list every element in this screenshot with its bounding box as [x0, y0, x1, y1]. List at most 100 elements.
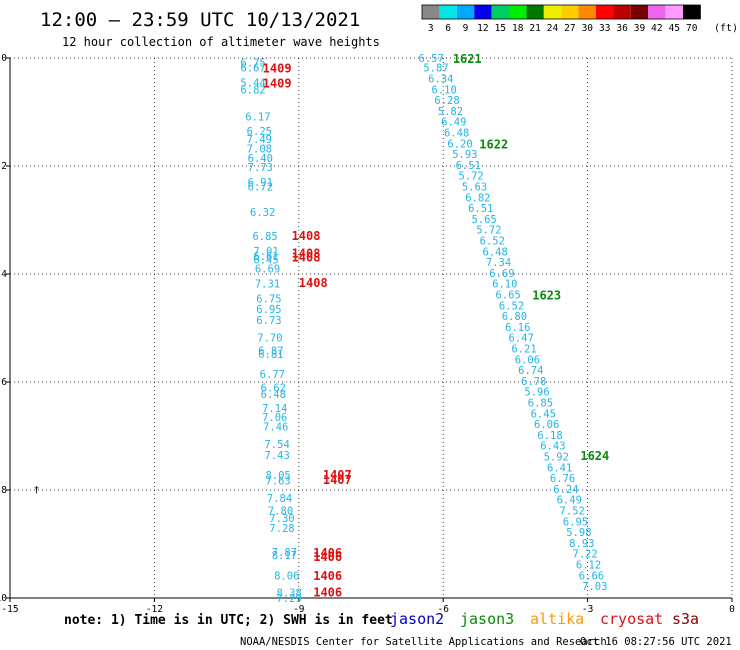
swh-value-label: 6.10	[432, 84, 457, 96]
x-tick-label: -6	[437, 604, 449, 615]
colorbar-label: 15	[495, 23, 506, 34]
swh-value-label: 6.75	[240, 57, 265, 69]
colorbar-swatch	[561, 5, 579, 19]
x-tick-label: -9	[293, 604, 305, 615]
swh-value-label: 7.63	[265, 475, 290, 487]
swh-value-label: 6.57	[419, 53, 444, 65]
swh-value-label: 6.06	[515, 354, 540, 366]
colorbar-label: 9	[463, 23, 469, 34]
swh-value-label: 5.93	[452, 149, 477, 161]
swh-value-label: 6.41	[547, 462, 572, 474]
swh-value-label: 7.28	[269, 523, 294, 535]
swh-value-label: 6.06	[534, 419, 559, 431]
colorbar-swatch	[526, 5, 544, 19]
swh-value-label: 6.51	[456, 160, 481, 172]
legend-item-s3a: s3a	[672, 610, 699, 628]
swh-value-label: 6.65	[496, 290, 521, 302]
pass-number-label: 1621	[453, 52, 482, 66]
colorbar-swatch	[683, 5, 701, 19]
colorbar-label: 3	[428, 23, 434, 34]
swh-value-label: 6.85	[252, 231, 277, 243]
colorbar-swatch	[491, 5, 509, 19]
swh-value-label: 6.20	[447, 138, 472, 150]
swh-value-label: 6.75	[256, 293, 281, 305]
swh-points: 6.756.675.446.826.176.257.497.086.407.73…	[240, 53, 607, 605]
swh-value-label: 5.87	[423, 63, 448, 75]
swh-value-label: 7.84	[267, 493, 292, 505]
swh-value-label: 7.54	[264, 439, 289, 451]
swh-value-label: 8.38	[277, 588, 302, 600]
x-tick-label: -3	[582, 604, 593, 615]
swh-value-label: 6.85	[528, 398, 553, 410]
footer-note: note: 1) Time is in UTC; 2) SWH is in fe…	[64, 613, 393, 628]
pass-number-label: 1408	[299, 276, 328, 290]
chart-title: 12:00 – 23:59 UTC 10/13/2021	[40, 9, 360, 31]
legend-item-cryosat: cryosat	[600, 610, 663, 628]
swh-value-label: 6.95	[563, 516, 588, 528]
colorbar-swatch	[474, 5, 492, 19]
grid-lines	[10, 57, 733, 598]
x-axis-ticks: -15 -12 -9 -6 -3 0	[1, 598, 735, 615]
swh-value-label: 5.65	[471, 214, 496, 226]
swh-value-label: 6.18	[537, 430, 562, 442]
pass-number-label: 1408	[292, 229, 321, 243]
swh-value-label: 6.21	[511, 344, 536, 356]
swh-value-label: 7.87	[272, 547, 297, 559]
swh-value-label: 6.76	[550, 473, 575, 485]
swh-value-label: 7.49	[247, 134, 272, 146]
swh-value-label: 6.72	[248, 182, 273, 194]
pass-number-label: 1624	[580, 449, 609, 463]
swh-value-label: 7.01	[253, 246, 278, 258]
pass-number-label: 1406	[313, 569, 342, 583]
swh-value-label: 6.61	[253, 251, 278, 263]
colorbar-swatch	[630, 5, 649, 19]
swh-value-label: 6.16	[505, 322, 530, 334]
swh-value-label: 7.08	[247, 144, 272, 156]
y-axis-ticks: 0 -2 -4 -6 -8 -10	[0, 53, 10, 604]
swh-value-label: 6.28	[434, 95, 459, 107]
swh-value-label: 7.06	[262, 412, 287, 424]
colorbar-label: 24	[547, 23, 559, 34]
colorbar-label: 45	[669, 23, 680, 34]
pass-number-label: 1409	[263, 76, 292, 90]
swh-value-label: 6.12	[576, 560, 601, 572]
colorbar-label: 70	[686, 23, 698, 34]
swh-value-label: 6.45	[253, 254, 278, 266]
swh-value-label: 5.82	[438, 106, 463, 118]
swh-value-label: 6.81	[258, 349, 283, 361]
colorbar-unit: (ft)	[714, 23, 738, 34]
swh-value-label: 6.73	[256, 315, 281, 327]
swh-value-label: 5.92	[544, 452, 569, 464]
swh-value-label: 6.95	[256, 304, 281, 316]
swh-value-label: 7.73	[248, 162, 273, 174]
y-tick-label: -8	[0, 485, 7, 496]
chart-subtitle: 12 hour collection of altimeter wave hei…	[62, 35, 380, 49]
colorbar-swatch	[456, 5, 475, 19]
swh-value-label: 6.25	[247, 126, 272, 138]
annotation-mark: †	[34, 485, 39, 496]
swh-value-label: 6.91	[248, 177, 273, 189]
pass-number-label: 1409	[263, 62, 292, 76]
colorbar-label: 21	[529, 23, 541, 34]
swh-value-label: 6.82	[240, 84, 265, 96]
y-tick-label: -10	[0, 593, 7, 604]
swh-value-label: 5.63	[462, 182, 487, 194]
pass-number-label: 1622	[479, 137, 508, 151]
swh-value-label: 6.52	[480, 236, 505, 248]
colorbar-label: 42	[651, 23, 662, 34]
pass-number-label: 1406	[313, 550, 342, 564]
swh-value-label: 7.52	[560, 506, 585, 518]
colorbar-swatch	[613, 5, 631, 19]
colorbar: 3 6 9 12 15 18 21 24 27 30 33 36 39 42 45 70	[421, 4, 701, 34]
swh-value-label: 7.14	[262, 403, 287, 415]
swh-value-label: 7.31	[255, 279, 280, 291]
swh-value-label: 6.34	[428, 74, 453, 86]
pass-number-label: 1406	[313, 546, 342, 560]
swh-value-label: 7.80	[268, 506, 293, 518]
swh-value-label: 7.22	[573, 549, 598, 561]
swh-value-label: 7.70	[257, 333, 282, 345]
colorbar-label: 27	[564, 23, 575, 34]
swh-value-label: 6.48	[444, 128, 469, 140]
satellite-legend: jason2 jason3 altika cryosat s3a	[390, 610, 699, 628]
pass-labels: 1409140914081408140814081407140714061406…	[263, 52, 610, 600]
